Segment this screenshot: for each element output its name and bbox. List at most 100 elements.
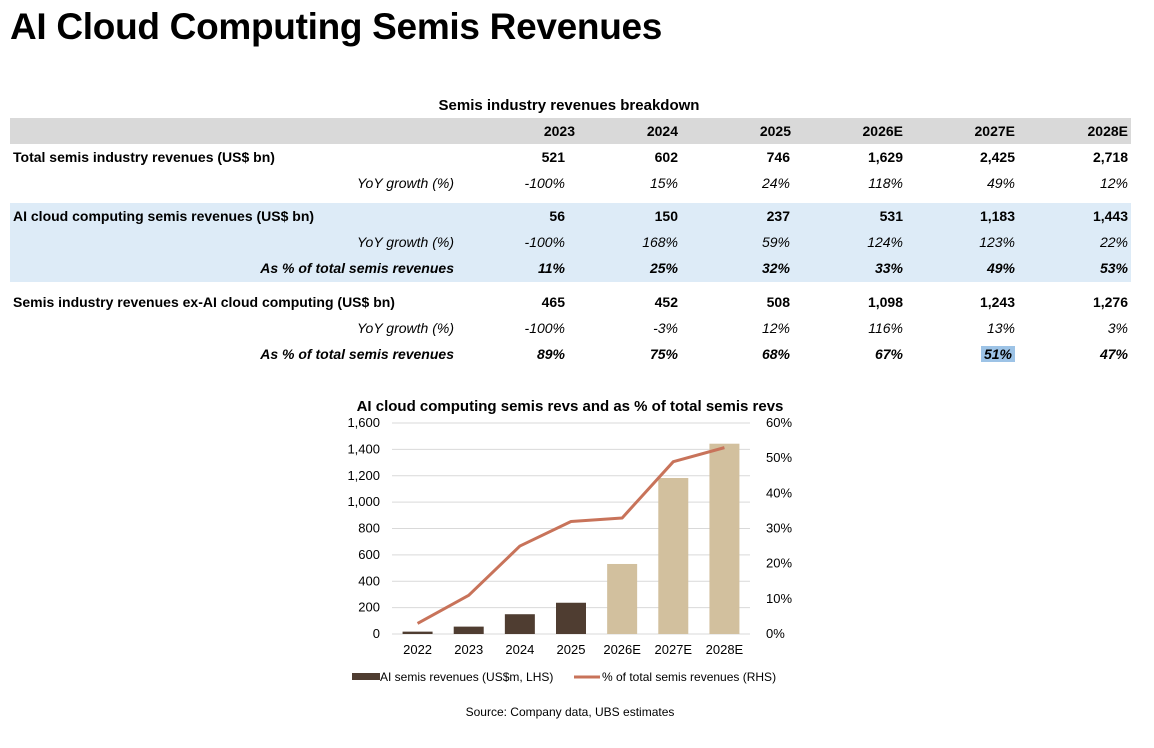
table-cell: 452 (654, 294, 678, 310)
table-cell: -3% (653, 320, 678, 336)
y-tick-label-left: 0 (373, 626, 380, 641)
table-row: YoY growth (%) -100% 168% 59% 124% 123% … (10, 229, 1131, 255)
table-cell: 25% (649, 260, 678, 276)
legend-label: AI semis revenues (US$m, LHS) (380, 670, 553, 684)
table-row: YoY growth (%) -100% 15% 24% 118% 49% 12… (10, 170, 1131, 196)
y-tick-label-right: 30% (766, 521, 792, 536)
row-label: YoY growth (%) (356, 320, 454, 336)
table-cell: 32% (761, 260, 790, 276)
table-cell: 2,425 (979, 149, 1015, 165)
table-cell: 49% (986, 175, 1015, 191)
table-cell: 15% (649, 175, 678, 191)
x-tick-label: 2026E (603, 642, 641, 657)
row-label: Total semis industry revenues (US$ bn) (13, 149, 275, 165)
row-label: AI cloud computing semis revenues (US$ b… (13, 208, 315, 224)
table-cell: 531 (879, 208, 903, 224)
table-cell: 124% (867, 234, 903, 250)
table-cell: 49% (986, 260, 1015, 276)
table-cell: 237 (766, 208, 790, 224)
table-cell: 33% (874, 260, 903, 276)
table-cell: 67% (874, 346, 903, 362)
table-cell: 746 (766, 149, 790, 165)
bar (453, 626, 484, 634)
table-cell: 47% (1099, 346, 1128, 362)
x-tick-label: 2023 (454, 642, 483, 657)
year-header: 2024 (646, 123, 678, 139)
row-label: As % of total semis revenues (260, 260, 454, 276)
row-label: YoY growth (%) (356, 234, 454, 250)
row-label: As % of total semis revenues (260, 346, 454, 362)
table-cell: 168% (642, 234, 678, 250)
year-header: 2026E (862, 123, 903, 139)
table-cell: 602 (654, 149, 678, 165)
row-label: YoY growth (%) (356, 175, 454, 191)
y-tick-label-right: 0% (766, 626, 785, 641)
table-cell: 11% (538, 260, 565, 276)
revenue-table: 2023 2024 2025 2026E 2027E 2028E Total s… (10, 118, 1131, 367)
table-cell: 1,098 (867, 294, 903, 310)
y-tick-label-left: 200 (358, 600, 380, 615)
table-cell: 53% (1099, 260, 1128, 276)
table-cell: 1,243 (979, 294, 1015, 310)
x-tick-label: 2024 (505, 642, 534, 657)
table-cell: 12% (761, 320, 790, 336)
table-cell: -100% (524, 175, 565, 191)
table-cell: 3% (1107, 320, 1128, 336)
bar (556, 602, 586, 634)
combo-chart: 0 200 400 600 800 1,000 1,200 1,400 1,600 0% 10% 20… (347, 415, 792, 684)
y-tick-label-right: 20% (766, 556, 792, 571)
table-row: As % of total semis revenues 11% 25% 32%… (10, 255, 1131, 281)
table-header-row: 2023 2024 2025 2026E 2027E 2028E (10, 118, 1131, 144)
ai-section: AI cloud computing semis revenues (US$ b… (10, 203, 1131, 282)
y-tick-label-left: 1,400 (347, 441, 380, 456)
highlighted-cell: 51% (980, 346, 1015, 362)
y-tick-label-left: 1,600 (347, 415, 380, 430)
legend-label: % of total semis revenues (RHS) (602, 670, 776, 684)
bar (607, 563, 638, 634)
bar (658, 477, 689, 634)
year-header: 2028E (1087, 123, 1128, 139)
x-tick-label: 2028E (706, 642, 744, 657)
y-tick-label-right: 50% (766, 450, 792, 465)
y-tick-label-left: 1,200 (347, 468, 380, 483)
table-cell: 89% (536, 346, 565, 362)
table-cell: 75% (649, 346, 678, 362)
table-row: Total semis industry revenues (US$ bn) 5… (10, 144, 1131, 170)
series-line (416, 446, 725, 625)
y-tick-label-right: 10% (766, 591, 792, 606)
row-label: Semis industry revenues ex-AI cloud comp… (13, 294, 395, 310)
bar (504, 614, 535, 634)
year-header: 2023 (543, 123, 575, 139)
table-cell: 521 (541, 149, 565, 165)
table-cell: 1,443 (1092, 208, 1128, 224)
table-cell: 1,629 (867, 149, 903, 165)
table-cell: 2,718 (1092, 149, 1128, 165)
table-cell: 116% (868, 320, 903, 336)
bar (402, 631, 433, 634)
source-note: Source: Company data, UBS estimates (465, 705, 675, 719)
table-title: Semis industry revenues breakdown (438, 97, 700, 114)
y-tick-label-left: 600 (358, 547, 380, 562)
year-header: 2027E (974, 123, 1015, 139)
table-cell: 59% (761, 234, 790, 250)
table-cell: -100% (524, 234, 565, 250)
year-header: 2025 (759, 123, 791, 139)
x-tick-label: 2022 (403, 642, 432, 657)
table-cell: 1,183 (979, 208, 1015, 224)
table-cell: 22% (1099, 234, 1128, 250)
table-cell: 13% (986, 320, 1015, 336)
y-tick-label-right: 40% (766, 485, 792, 500)
x-tick-label: 2027E (654, 642, 692, 657)
x-tick-label: 2025 (557, 642, 586, 657)
table-cell: -100% (524, 320, 565, 336)
table-row: Semis industry revenues ex-AI cloud comp… (10, 289, 1131, 315)
legend-bar-swatch (352, 673, 380, 680)
table-cell: 68% (761, 346, 790, 362)
y-tick-label-left: 400 (358, 573, 380, 588)
table-cell: 56 (549, 208, 565, 224)
table-row: AI cloud computing semis revenues (US$ b… (10, 203, 1131, 229)
y-tick-label-left: 800 (358, 521, 380, 536)
table-row: YoY growth (%) -100% -3% 12% 116% 13% 3% (10, 315, 1131, 341)
table-row: As % of total semis revenues 89% 75% 68%… (10, 341, 1131, 367)
table-cell: 123% (979, 234, 1015, 250)
